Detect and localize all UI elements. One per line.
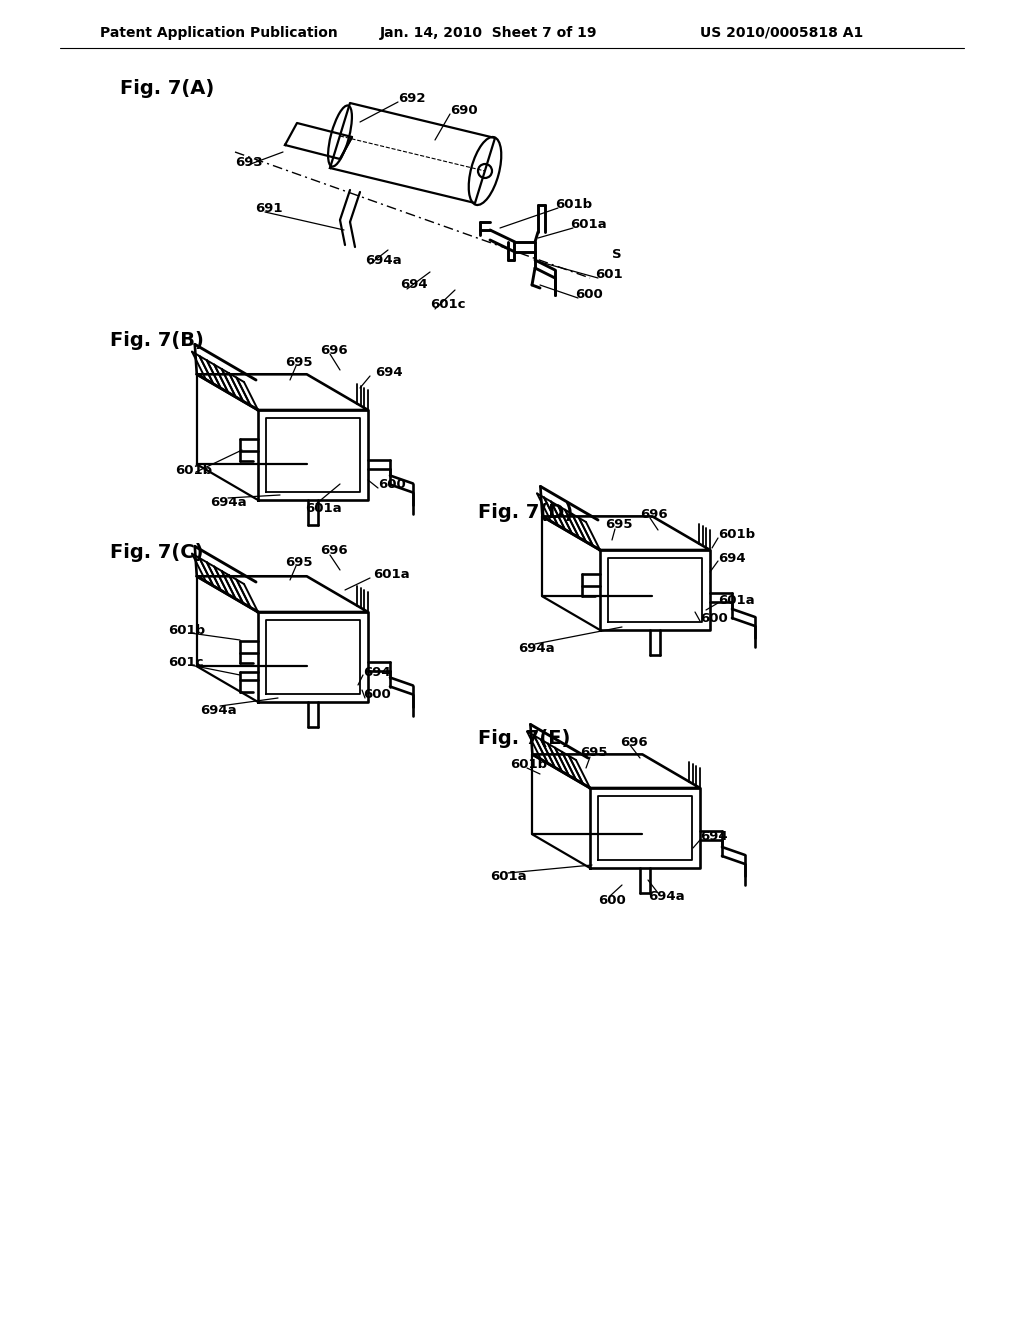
Text: 694: 694 xyxy=(362,665,390,678)
Text: 696: 696 xyxy=(640,507,668,520)
Text: 694: 694 xyxy=(718,552,745,565)
Text: 690: 690 xyxy=(450,103,477,116)
Text: Jan. 14, 2010  Sheet 7 of 19: Jan. 14, 2010 Sheet 7 of 19 xyxy=(380,26,597,40)
Text: 696: 696 xyxy=(319,343,347,356)
Text: 601b: 601b xyxy=(175,463,212,477)
Text: Fig. 7(C): Fig. 7(C) xyxy=(110,543,204,561)
Text: 695: 695 xyxy=(285,556,312,569)
Text: 600: 600 xyxy=(575,289,603,301)
Text: 696: 696 xyxy=(319,544,347,557)
Text: 601a: 601a xyxy=(490,870,526,883)
Text: 601a: 601a xyxy=(570,219,606,231)
Text: 601c: 601c xyxy=(168,656,204,668)
Text: 694a: 694a xyxy=(210,495,247,508)
Text: 695: 695 xyxy=(580,747,607,759)
Text: 601b: 601b xyxy=(510,759,547,771)
Text: 692: 692 xyxy=(398,91,426,104)
Text: 694a: 694a xyxy=(648,890,685,903)
Text: 694: 694 xyxy=(375,367,402,380)
Text: 601a: 601a xyxy=(373,569,410,582)
Text: 600: 600 xyxy=(362,689,391,701)
Text: Fig. 7(B): Fig. 7(B) xyxy=(110,330,204,350)
Text: 600: 600 xyxy=(700,611,728,624)
Text: 696: 696 xyxy=(620,735,647,748)
Text: Patent Application Publication: Patent Application Publication xyxy=(100,26,338,40)
Text: 695: 695 xyxy=(605,519,633,532)
Text: 601b: 601b xyxy=(168,623,205,636)
Text: Fig. 7(E): Fig. 7(E) xyxy=(478,729,570,747)
Text: Fig. 7(A): Fig. 7(A) xyxy=(120,78,214,98)
Text: 601a: 601a xyxy=(305,502,342,515)
Text: Fig. 7(D): Fig. 7(D) xyxy=(478,503,573,521)
Text: 693: 693 xyxy=(234,156,262,169)
Text: 694: 694 xyxy=(700,830,728,843)
Text: 601: 601 xyxy=(595,268,623,281)
Text: 694: 694 xyxy=(400,279,428,292)
Text: US 2010/0005818 A1: US 2010/0005818 A1 xyxy=(700,26,863,40)
Text: 694a: 694a xyxy=(518,642,555,655)
Text: 691: 691 xyxy=(255,202,283,214)
Text: 694a: 694a xyxy=(200,704,237,717)
Text: 601a: 601a xyxy=(718,594,755,606)
Text: 694a: 694a xyxy=(365,253,401,267)
Text: 600: 600 xyxy=(598,894,626,907)
Text: 601c: 601c xyxy=(430,298,466,312)
Text: 695: 695 xyxy=(285,355,312,368)
Text: 600: 600 xyxy=(378,479,406,491)
Text: S: S xyxy=(612,248,622,261)
Text: 601b: 601b xyxy=(555,198,592,211)
Text: 601b: 601b xyxy=(718,528,755,541)
